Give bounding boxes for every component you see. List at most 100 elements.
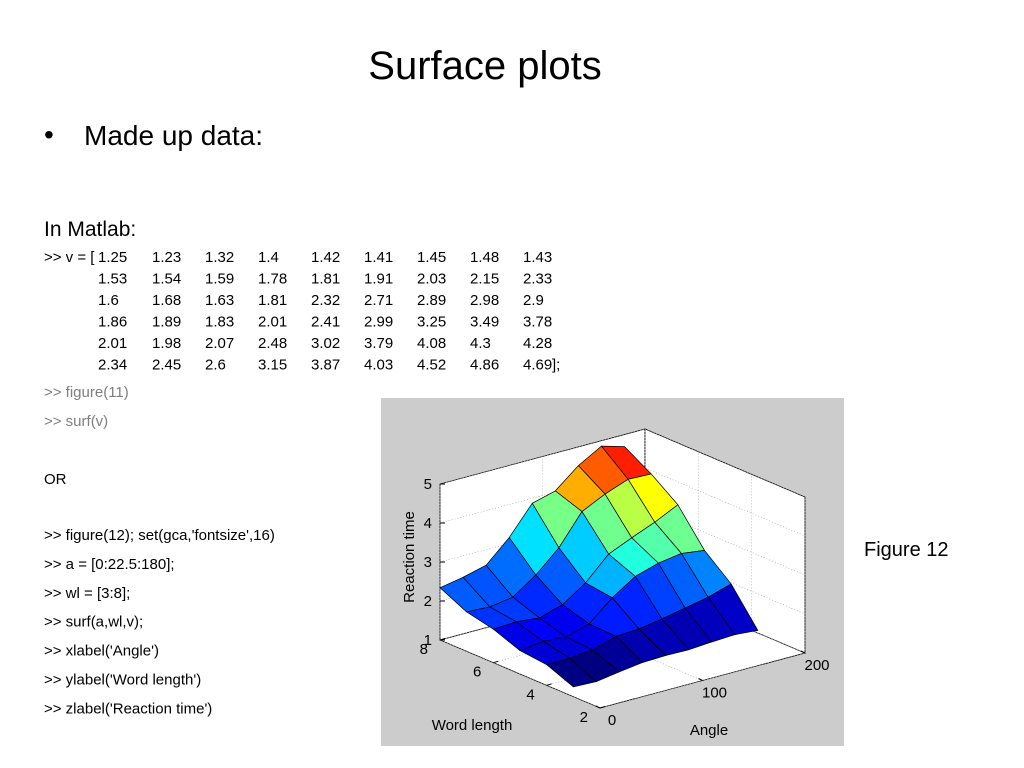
bullet-dot: • — [44, 119, 54, 150]
matrix-value: 3.49 — [470, 314, 499, 331]
matrix-value: 1.91 — [364, 271, 393, 288]
y-tick-label: 6 — [473, 664, 481, 681]
y-tick — [599, 706, 606, 709]
z-tick-label: 1 — [424, 632, 432, 649]
matrix-value: 2.99 — [364, 314, 393, 331]
matrix-value: 2.9 — [523, 292, 544, 309]
matrix-value: 2.71 — [364, 292, 393, 309]
grid-line — [644, 467, 806, 537]
matrix-value: 4.69 — [523, 357, 552, 374]
z-tick-label: 2 — [424, 593, 432, 610]
x-tick — [800, 650, 806, 654]
z-tick-label: 5 — [424, 476, 432, 493]
z-axis-label: Reaction time — [401, 511, 418, 603]
bullet-text: Made up data: — [84, 120, 263, 151]
matrix-value: 2.45 — [152, 357, 181, 374]
matrix-value: 3.02 — [311, 335, 340, 352]
slide-title: Surface plots — [368, 44, 601, 88]
matrix-value: 1.42 — [311, 249, 340, 266]
matrix-value: 2.34 — [98, 357, 127, 374]
matrix-value: 1.48 — [470, 249, 499, 266]
x-tick-label: 0 — [608, 712, 616, 729]
matrix-value: 3.15 — [258, 357, 287, 374]
matrix-value: 1.59 — [205, 271, 234, 288]
matrix-value: 4.08 — [417, 335, 446, 352]
matrix-value: 1.81 — [311, 271, 340, 288]
matrix-value: 1.23 — [152, 249, 181, 266]
grid-line — [644, 506, 806, 576]
matrix-value: 1.86 — [98, 314, 127, 331]
matrix-value: 3.87 — [311, 357, 340, 374]
code-line: >> surf(a,wl,v); — [44, 614, 143, 631]
matrix-value: 1.63 — [205, 292, 234, 309]
matrix-value: 1.6 — [98, 292, 119, 309]
matrix-value: 1.43 — [523, 249, 552, 266]
y-axis-label: Word length — [432, 717, 513, 734]
matrix-value: 4.28 — [523, 335, 552, 352]
matrix-value: 1.25 — [98, 249, 127, 266]
matrix-value: 1.45 — [417, 249, 446, 266]
code-prefix: >> v = [ — [44, 249, 95, 266]
x-tick — [595, 705, 601, 709]
matrix-value: 2.98 — [470, 292, 499, 309]
y-tick — [546, 683, 552, 686]
y-tick-label: 2 — [580, 709, 588, 726]
x-axis-label: Angle — [690, 722, 728, 739]
matrix-value: 2.07 — [205, 335, 234, 352]
z-tick-label: 3 — [424, 554, 432, 571]
matrix-value: 2.32 — [311, 292, 340, 309]
surface-patch — [545, 657, 598, 688]
code-line: >> figure(11) — [44, 384, 129, 401]
matrix-value: 2.03 — [417, 271, 446, 288]
section-heading: In Matlab: — [44, 218, 136, 241]
matrix-value: 1.4 — [258, 249, 279, 266]
matrix-value: 1.53 — [98, 271, 127, 288]
z-tick-label: 4 — [424, 515, 432, 532]
code-line: >> ylabel('Word length') — [44, 672, 201, 689]
matrix-value: 2.01 — [258, 314, 287, 331]
matrix-value: 3.79 — [364, 335, 393, 352]
x-tick-label: 200 — [804, 657, 829, 674]
grid-line — [439, 639, 601, 709]
matrix-value: 4.52 — [417, 357, 446, 374]
matrix-value: 1.83 — [205, 314, 234, 331]
matrix-value: 2.89 — [417, 292, 446, 309]
code-line: >> wl = [3:8]; — [44, 585, 130, 602]
y-tick — [493, 660, 499, 664]
code-line: >> surf(v) — [44, 413, 108, 430]
code-line: >> a = [0:22.5:180]; — [44, 556, 175, 573]
figure-caption: Figure 12 — [864, 539, 949, 561]
matrix-value: 1.89 — [152, 314, 181, 331]
grid-line — [644, 545, 806, 615]
matrix-value: 2.33 — [523, 271, 552, 288]
matrix-value: 1.68 — [152, 292, 181, 309]
code-suffix: ]; — [552, 357, 560, 374]
matrix-value: 1.98 — [152, 335, 181, 352]
grid-line — [644, 428, 806, 498]
matrix-value: 4.3 — [470, 335, 491, 352]
matrix-value: 1.78 — [258, 271, 287, 288]
matrix-value: 4.03 — [364, 357, 393, 374]
matrix-value: 2.01 — [98, 335, 127, 352]
code-line: >> zlabel('Reaction time') — [44, 700, 212, 717]
matrix-value: 2.48 — [258, 335, 287, 352]
y-tick-label: 4 — [526, 686, 534, 703]
matrix-value: 4.86 — [470, 357, 499, 374]
code-line: >> figure(12); set(gca,'fontsize',16) — [44, 527, 275, 544]
grid-line — [644, 584, 806, 654]
matrix-value: 3.78 — [523, 314, 552, 331]
y-tick-label: 8 — [420, 641, 428, 658]
y-tick — [439, 638, 446, 641]
matrix-value: 1.32 — [205, 249, 234, 266]
x-tick — [698, 678, 703, 681]
matrix-value: 1.41 — [364, 249, 393, 266]
x-tick-label: 100 — [702, 685, 727, 702]
matrix-value: 2.6 — [205, 357, 226, 374]
or-text: OR — [44, 471, 67, 488]
matrix-value: 1.81 — [258, 292, 287, 309]
matrix-value: 3.25 — [417, 314, 446, 331]
matrix-value: 2.15 — [470, 271, 499, 288]
matrix-value: 2.41 — [311, 314, 340, 331]
matrix-value: 1.54 — [152, 271, 181, 288]
